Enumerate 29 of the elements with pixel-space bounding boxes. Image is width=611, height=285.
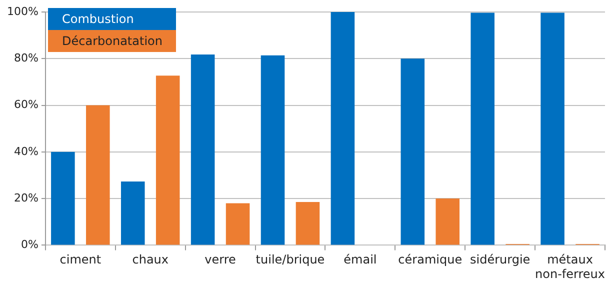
bar: [436, 198, 460, 245]
y-tick-label: 100%: [6, 4, 38, 18]
x-tick-label: verre: [204, 252, 236, 267]
bar: [156, 76, 180, 245]
bar: [120, 182, 145, 245]
bar: [400, 58, 425, 245]
bar: [540, 12, 564, 245]
x-tick-label: métaux non-ferreux: [535, 252, 606, 281]
bar: [296, 202, 320, 245]
bar: [51, 152, 75, 245]
y-tick-label: 20%: [14, 191, 38, 204]
y-tick-label: 0%: [20, 238, 38, 252]
bar: [260, 55, 285, 245]
bar: [190, 54, 215, 245]
x-tick-label: sidérurgie: [470, 252, 530, 267]
x-tick-label: émail: [344, 252, 377, 267]
bar: [470, 12, 494, 245]
bar: [86, 105, 110, 245]
x-tick-label: céramique: [398, 252, 462, 267]
y-tick-label: 60%: [14, 98, 38, 112]
bar: [330, 12, 355, 245]
y-tick-label: 80%: [14, 52, 38, 64]
text: Décarbonatation: [48, 30, 176, 52]
x-tick-label: ciment: [60, 252, 102, 267]
x-tick-label: tuile/brique: [256, 252, 325, 267]
x-tick-label: chaux: [132, 252, 168, 267]
bar: [226, 203, 250, 245]
text: Combustion: [48, 8, 176, 30]
y-tick-label: 40%: [14, 144, 38, 158]
